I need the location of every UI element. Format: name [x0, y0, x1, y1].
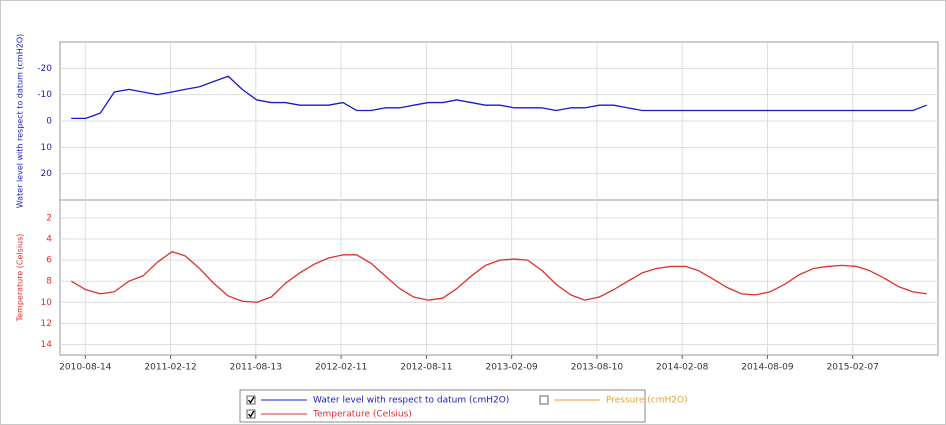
y-tick-label: 2 — [46, 213, 52, 223]
legend-checkbox[interactable] — [246, 395, 256, 405]
y-axis-title: Water level with respect to datum (cmH2O… — [16, 34, 25, 209]
x-tick-label: 2015-02-07 — [827, 363, 879, 373]
x-tick-label: 2011-08-13 — [230, 363, 282, 373]
y-tick-label: 14 — [41, 340, 53, 350]
y-tick-label: -10 — [37, 90, 52, 100]
data-line — [71, 75, 927, 120]
legend-label: Temperature (Celsius) — [312, 410, 412, 420]
x-tick-label: 2014-02-08 — [656, 363, 709, 373]
legend — [239, 389, 646, 423]
y-tick-label: 6 — [46, 256, 52, 266]
x-tick-label: 2014-08-09 — [741, 363, 794, 373]
y-tick-label: 10 — [41, 298, 53, 308]
plot-area — [59, 41, 939, 356]
x-tick-label: 2012-02-11 — [315, 363, 367, 373]
legend-label: Pressure (cmH2O) — [606, 396, 688, 406]
x-tick-label: 2011-02-12 — [144, 363, 196, 373]
y-tick-label: -20 — [37, 64, 52, 74]
x-tick-label: 2013-08-10 — [571, 363, 624, 373]
legend-checkbox[interactable] — [539, 395, 549, 405]
legend-check — [247, 410, 255, 418]
data-line — [70, 251, 927, 303]
legend-label: Water level with respect to datum (cmH2O… — [313, 396, 509, 406]
y-tick-label: 12 — [41, 319, 52, 329]
y-tick-label: 0 — [46, 117, 52, 127]
y-axis-title: Temperature (Celsius) — [16, 234, 25, 323]
x-tick-label: 2013-02-09 — [485, 363, 538, 373]
legend-check — [247, 396, 255, 404]
x-tick-label: 2010-08-14 — [59, 363, 112, 373]
legend-checkbox[interactable] — [246, 409, 256, 419]
y-tick-label: 8 — [46, 277, 52, 287]
y-tick-label: 4 — [46, 235, 52, 245]
y-tick-label: 20 — [41, 169, 53, 179]
x-tick-label: 2012-08-11 — [400, 363, 452, 373]
y-tick-label: 10 — [41, 143, 53, 153]
